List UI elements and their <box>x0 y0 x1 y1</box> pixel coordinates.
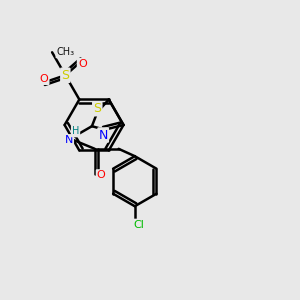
Text: H: H <box>72 126 79 136</box>
Text: S: S <box>61 69 69 82</box>
Text: CH₃: CH₃ <box>56 47 75 57</box>
Text: N: N <box>98 128 108 142</box>
Text: S: S <box>93 102 101 115</box>
Text: O: O <box>40 74 48 84</box>
Text: O: O <box>97 170 106 180</box>
Text: O: O <box>78 59 87 69</box>
Text: N: N <box>64 135 73 145</box>
Text: Cl: Cl <box>133 220 144 230</box>
